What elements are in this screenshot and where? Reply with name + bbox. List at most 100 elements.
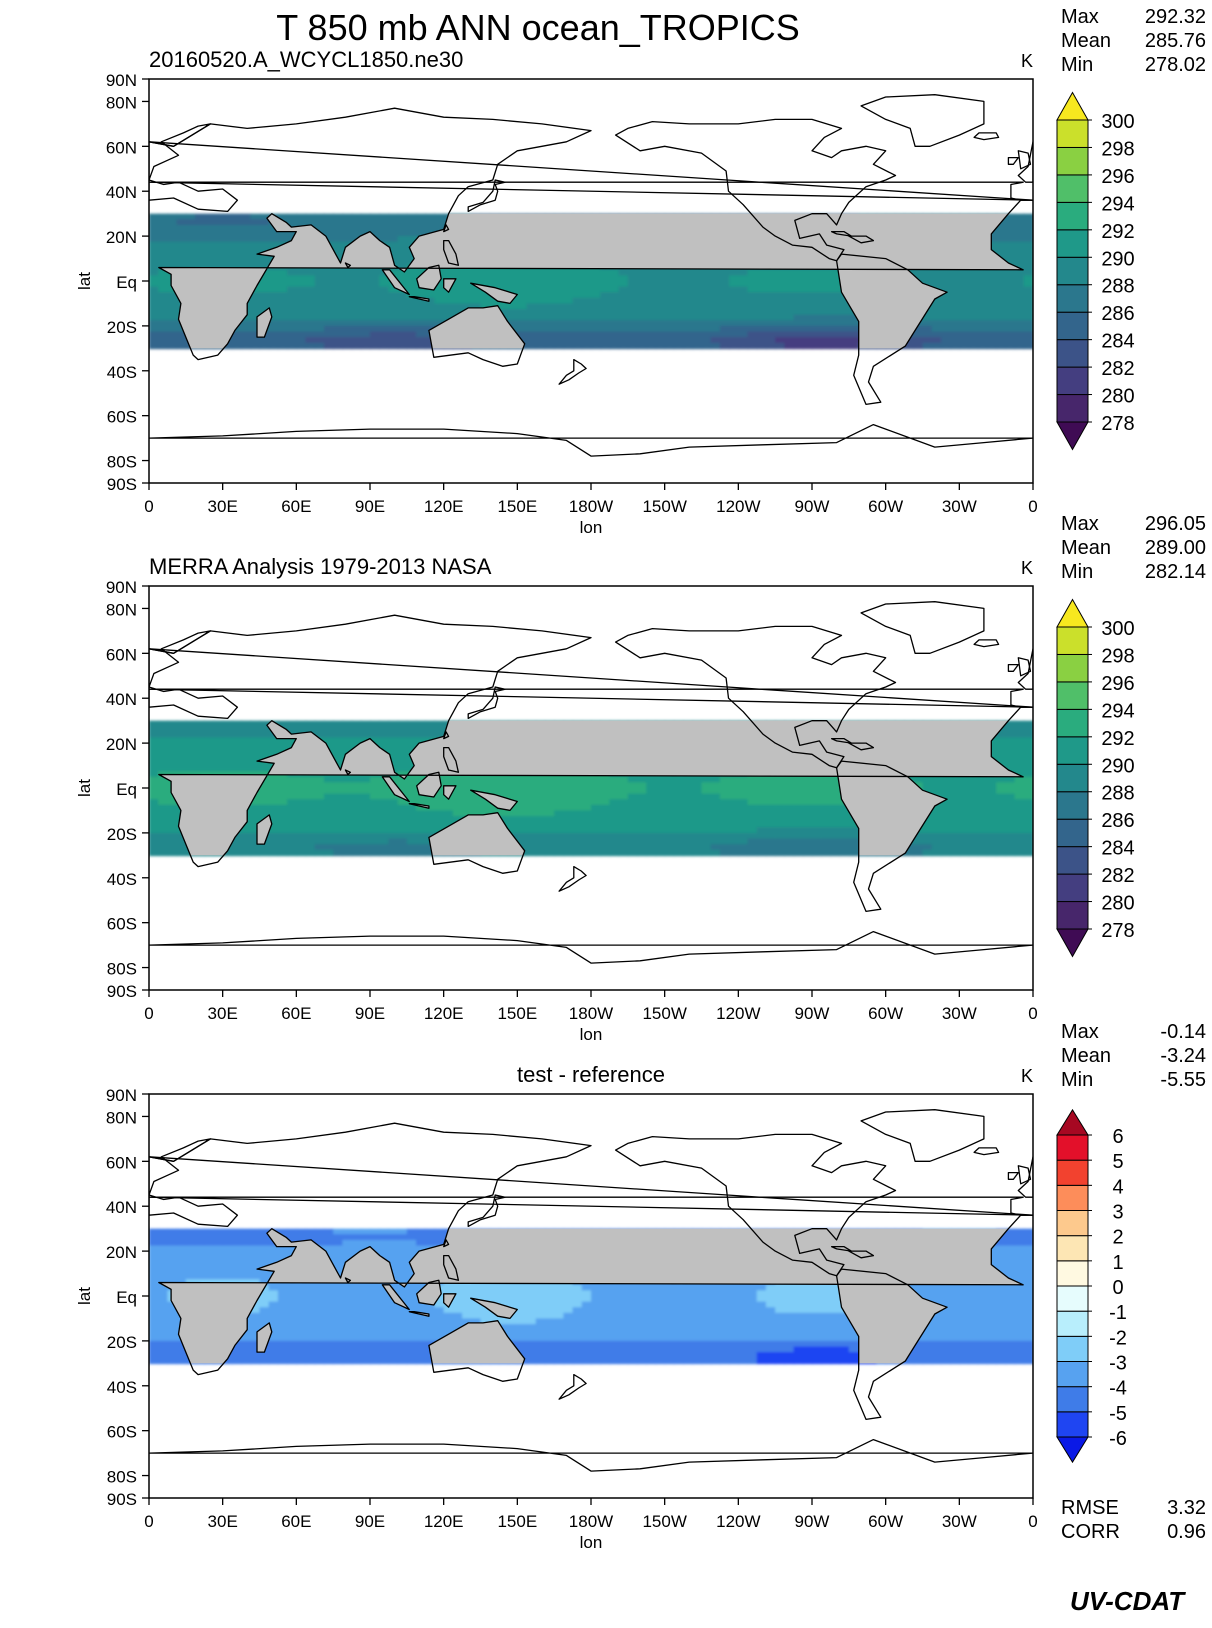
y-tick-label: 60N [106,645,137,664]
stat-min-value: 278.02 [1145,54,1206,76]
y-tick-label: 40S [107,363,137,382]
x-tick-label: 120E [424,1512,464,1531]
colorbar-label: 294 [1101,193,1134,215]
stat-max-value: 292.32 [1145,6,1206,28]
y-tick-label: 90N [106,1086,137,1105]
y-tick-label: 20N [106,228,137,247]
colorbar-label: -1 [1109,1302,1127,1324]
y-axis: 90N 80N 60N 40N 20N Eq 20S 40S 60S 80S 90S lat [75,71,149,494]
colorbar-swatch [1056,146,1089,176]
x-tick-label: 90E [355,1004,385,1023]
x-tick-label: 150W [642,1512,686,1531]
panel-difference: test - reference K Max -0.14 Mean -3.24 Min -5.… [75,1021,1206,1552]
x-tick-label: 0 [144,497,153,516]
y-tick-label: 20S [107,318,137,337]
y-tick-label: 80S [107,960,137,979]
colorbar-label: 6 [1112,1126,1123,1148]
x-tick-label: 90E [355,497,385,516]
x-tick-label: 120E [424,497,464,516]
colorbar: -6 -5 -4 -3 -2 -1 0 1 2 3 4 5 6 [1056,1108,1127,1464]
x-axis-label: lon [580,1533,603,1552]
colorbar-swatch [1056,846,1089,875]
colorbar-swatch [1056,201,1089,231]
x-tick-label: 60E [281,1512,311,1531]
stat-min-label: Min [1061,54,1093,76]
colorbar-swatch [1056,1310,1089,1337]
x-tick-label: 0 [144,1512,153,1531]
colorbar-swatch [1056,1335,1089,1363]
colorbar-swatch [1056,901,1089,930]
stat-min-label: Min [1061,561,1093,583]
logo-text: UV-CDAT [1070,1586,1186,1616]
units-label: K [1021,51,1033,71]
x-tick-label: 0 [1028,1512,1037,1531]
x-tick-label: 150E [497,1512,537,1531]
y-tick-label: 80S [107,1468,137,1487]
colorbar-swatch [1056,1159,1089,1186]
colorbar-swatch [1056,1184,1089,1212]
y-tick-label: 80N [106,600,137,619]
y-tick-label: 40N [106,183,137,202]
x-tick-label: 180W [569,497,613,516]
colorbar-top-arrow [1056,1108,1089,1136]
y-axis: 90N 80N 60N 40N 20N Eq 20S 40S 60S 80S 90S lat [75,1086,149,1509]
y-tick-label: 40S [107,1378,137,1397]
units-label: K [1021,1066,1033,1086]
x-tick-label: 30E [208,1004,238,1023]
colorbar-label: 284 [1101,331,1134,353]
y-tick-label: 60N [106,138,137,157]
colorbar-swatch [1056,818,1089,848]
x-tick-label: 120W [716,1004,760,1023]
colorbar-swatch [1056,708,1089,738]
x-tick-label: 150W [642,1004,686,1023]
colorbar-label: 282 [1101,865,1134,887]
stat-mean-value: -3.24 [1160,1045,1206,1067]
colorbar-label: 290 [1101,755,1134,777]
colorbar-swatch [1056,873,1089,903]
y-tick-label: 90N [106,71,137,90]
x-tick-label: 60W [868,497,903,516]
footer-stats: RMSE 3.32 CORR 0.96 [1061,1497,1206,1543]
colorbar-bottom-arrow [1056,1436,1089,1464]
units-label: K [1021,558,1033,578]
colorbar-swatch [1056,791,1089,820]
y-tick-label: 80N [106,1108,137,1127]
colorbar-label: 278 [1101,413,1134,435]
colorbar-label: 0 [1112,1277,1123,1299]
x-tick-label: 120E [424,1004,464,1023]
x-axis: 0 30E 60E 90E 120E 150E 180W 150W 120W 90W 60W 30W 0… [144,1498,1038,1552]
y-tick-label: 20S [107,825,137,844]
colorbar-label: 298 [1101,138,1134,160]
coastlines [149,94,1033,457]
colorbar-label: -3 [1109,1353,1127,1375]
x-tick-label: 30W [942,497,977,516]
colorbar-label: -5 [1109,1403,1127,1425]
colorbar-label: 2 [1112,1227,1123,1249]
panel-title: 20160520.A_WCYCL1850.ne30 [149,47,463,72]
stat-mean-label: Mean [1061,537,1111,559]
stat-mean-label: Mean [1061,1045,1111,1067]
y-axis-label: lat [75,1287,94,1305]
y-tick-label: Eq [116,780,137,799]
stat-max-value: 296.05 [1145,513,1206,535]
colorbar-swatch [1056,626,1089,655]
x-tick-label: 90W [795,1512,830,1531]
colorbar-swatch [1056,1235,1089,1262]
colorbar: 278 280 282 284 286 288 290 292 294 296 298 300 [1056,598,1135,958]
colorbar-label: 284 [1101,838,1134,860]
colorbar-swatch [1056,1260,1089,1287]
x-tick-label: 180W [569,1004,613,1023]
colorbar-bottom-arrow [1056,928,1089,958]
y-tick-label: 80S [107,453,137,472]
colorbar-label: 294 [1101,700,1134,722]
corr-label: CORR [1061,1521,1120,1543]
x-tick-label: 180W [569,1512,613,1531]
colorbar-swatch [1056,1210,1089,1237]
colorbar-swatch [1056,1134,1089,1161]
colorbar-swatch [1056,256,1089,286]
y-tick-label: 80N [106,93,137,112]
colorbar-label: -4 [1109,1378,1127,1400]
colorbar-swatch [1056,1285,1089,1312]
